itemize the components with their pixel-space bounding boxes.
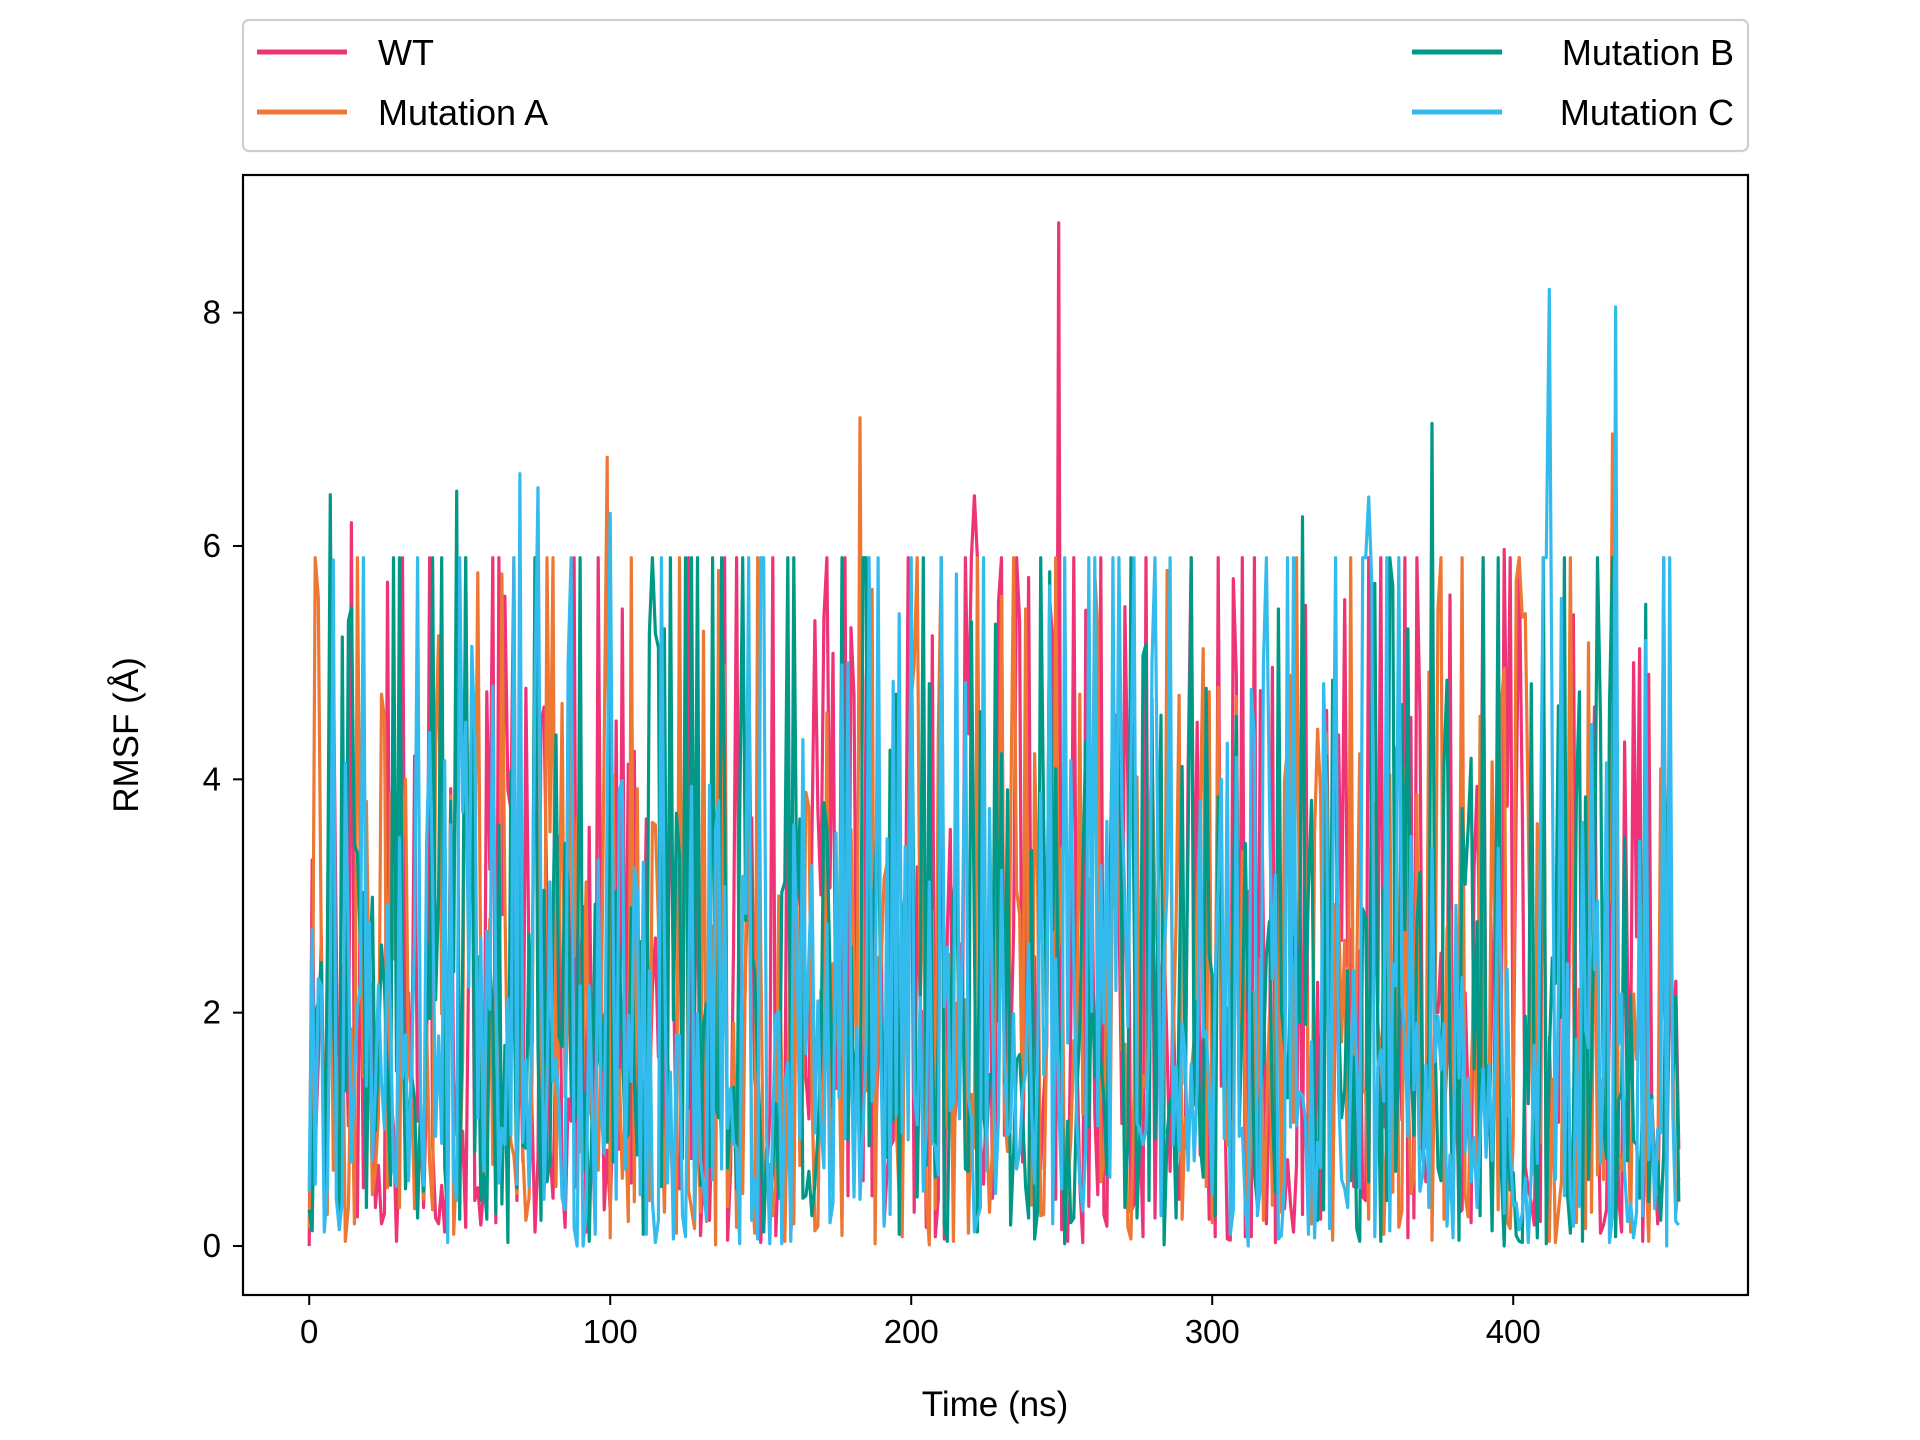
x-tick-label: 400 bbox=[1486, 1313, 1541, 1350]
legend: WT Mutation A Mutation B Mutation C bbox=[241, 18, 1750, 153]
y-tick-label: 8 bbox=[203, 294, 221, 331]
y-tick-label: 2 bbox=[203, 994, 221, 1031]
y-axis: 0 2 4 6 8 bbox=[203, 294, 243, 1264]
x-tick-label: 300 bbox=[1185, 1313, 1240, 1350]
legend-label: Mutation A bbox=[378, 92, 548, 133]
series-layer bbox=[307, 221, 1681, 1248]
series-line-2 bbox=[307, 421, 1681, 1248]
plot-frame bbox=[241, 173, 1750, 1297]
x-axis-label: Time (ns) bbox=[922, 1385, 1068, 1424]
legend-frame bbox=[241, 18, 1750, 153]
x-tick-label: 200 bbox=[884, 1313, 939, 1350]
y-tick-label: 0 bbox=[203, 1227, 221, 1264]
x-axis: 0 100 200 300 400 bbox=[300, 1295, 1541, 1350]
y-tick-label: 6 bbox=[203, 527, 221, 564]
legend-label: Mutation B bbox=[1562, 32, 1734, 73]
series-line-3 bbox=[307, 287, 1681, 1248]
x-tick-label: 0 bbox=[300, 1313, 318, 1350]
legend-label: WT bbox=[378, 32, 434, 73]
y-axis-label: RMSF (Å) bbox=[107, 657, 146, 813]
y-tick-label: 4 bbox=[203, 760, 221, 797]
legend-label: Mutation C bbox=[1560, 92, 1734, 133]
x-tick-label: 100 bbox=[583, 1313, 638, 1350]
